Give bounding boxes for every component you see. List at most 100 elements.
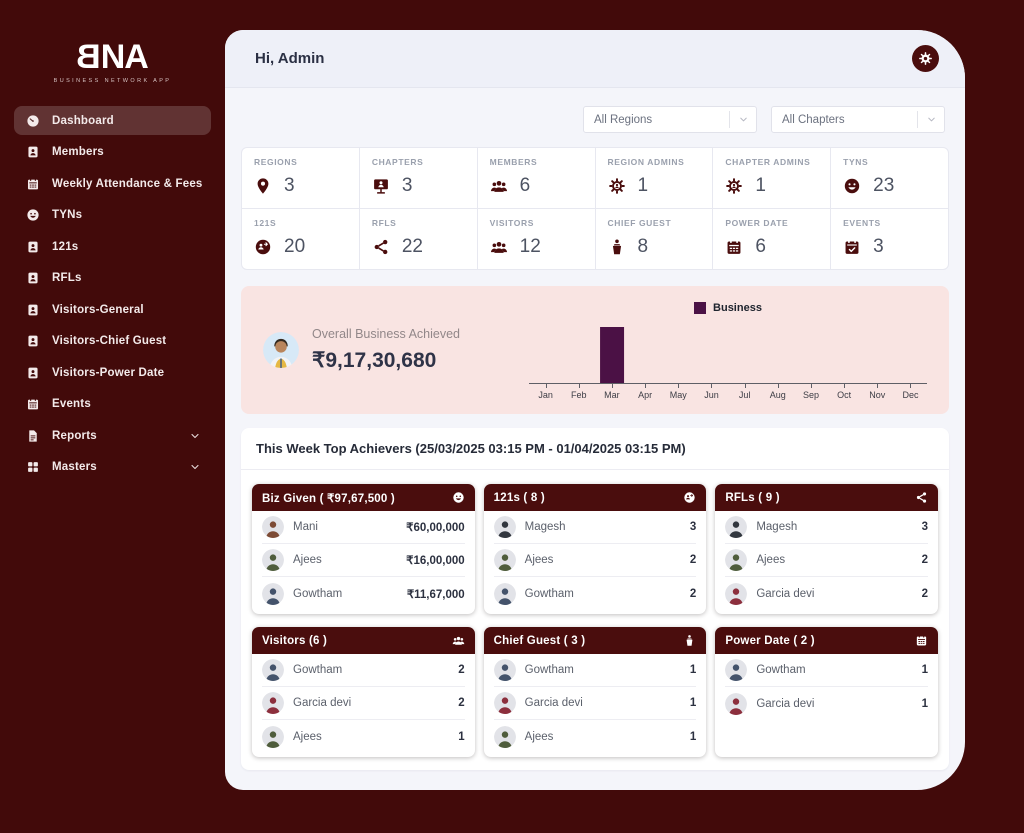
stat-value: 12: [519, 236, 541, 257]
achiever-name: Gowtham: [293, 587, 343, 600]
legend-swatch: [694, 302, 707, 314]
list-item: Garcia devi 2: [725, 577, 928, 610]
sidebar-item-label: RFLs: [52, 272, 82, 284]
chart-x-label: Sep: [794, 384, 827, 400]
sidebar-item-121s[interactable]: 121s: [14, 232, 211, 261]
chapters-select-value: All Chapters: [782, 113, 845, 126]
stat-card-121s: 121S 20: [242, 209, 359, 269]
chart-x-label: Jul: [728, 384, 761, 400]
business-amount: ₹9,17,30,680: [312, 349, 437, 372]
logo-subtitle: BUSINESS NETWORK APP: [53, 78, 172, 84]
logo-letter-b: B: [77, 38, 101, 76]
business-summary: Overall Business Achieved ₹9,17,30,680: [263, 327, 460, 373]
achiever-value: 1: [689, 730, 697, 743]
gauge-icon: [26, 114, 40, 128]
achiever-value: 2: [689, 554, 697, 566]
achiever-value: ₹11,67,000: [406, 588, 465, 601]
calendar-check-icon: [843, 238, 861, 256]
regions-select[interactable]: All Regions: [583, 106, 757, 133]
business-text: Overall Business Achieved ₹9,17,30,680: [312, 327, 460, 373]
stat-value: 20: [284, 236, 306, 257]
chart-column: [828, 327, 861, 383]
stat-value: 3: [284, 175, 295, 196]
map-pin-icon: [254, 177, 272, 195]
sidebar-item-visitors-power-date[interactable]: Visitors-Power Date: [14, 358, 211, 387]
smiley-icon: [452, 491, 465, 504]
card-title: Biz Given ( ₹97,67,500 ): [262, 492, 395, 505]
list-item: Magesh 3: [725, 511, 928, 544]
stat-card-region-admins: REGION ADMINS 1: [595, 148, 713, 208]
stat-value: 6: [519, 175, 531, 196]
card-body: Gowtham 1 Garcia devi 1 Ajees 1: [484, 654, 707, 757]
sidebar-item-label: Events: [52, 398, 91, 410]
presentation-icon: [372, 177, 390, 195]
sidebar-item-reports[interactable]: Reports: [14, 421, 211, 450]
sidebar-item-weekly-attendance[interactable]: Weekly Attendance & Fees: [14, 169, 211, 198]
card-title: 121s ( 8 ): [493, 491, 545, 504]
list-item: Ajees 2: [725, 544, 928, 577]
gear-icon: [918, 51, 933, 66]
stat-card-regions: REGIONS 3: [242, 148, 359, 208]
avatar: [725, 692, 748, 715]
chart-column: [894, 327, 927, 383]
chart-plot: [529, 327, 927, 384]
sidebar-item-events[interactable]: Events: [14, 390, 211, 419]
settings-button[interactable]: [912, 45, 939, 72]
calendar-solid-icon: [725, 238, 743, 256]
avatar: [725, 516, 748, 538]
chart-column: [629, 327, 662, 383]
list-item: Garcia devi 1: [493, 687, 697, 720]
member-icon: [26, 240, 40, 254]
sidebar-item-label: TYNs: [52, 209, 83, 221]
list-item: Garcia devi 2: [262, 687, 465, 720]
sidebar-item-visitors-general[interactable]: Visitors-General: [14, 295, 211, 324]
users-icon: [452, 634, 465, 647]
list-item: Ajees 1: [262, 720, 465, 753]
chart-x-labels: Jan Feb Mar Apr May Jun Jul Aug Sep Oct Nov Dec: [529, 384, 927, 400]
grid-icon: [26, 460, 40, 474]
achiever-name: Garcia devi: [756, 697, 815, 710]
chart-legend: Business: [529, 302, 927, 314]
chart-x-label: Nov: [861, 384, 894, 400]
chevron-down-icon: [189, 430, 201, 442]
achiever-value: 2: [921, 554, 928, 566]
avatar: [262, 516, 284, 538]
avatar: [262, 692, 284, 714]
card-title: Power Date ( 2 ): [725, 634, 815, 647]
card-visitors: Visitors (6 ) Gowtham 2 Garcia devi 2 Ajee…: [252, 627, 475, 757]
card-header: Chief Guest ( 3 ): [483, 627, 707, 654]
stat-card-tyns: TYNS 23: [831, 148, 948, 208]
sidebar-item-label: Visitors-Power Date: [52, 366, 165, 379]
avatar: [262, 659, 284, 681]
podium-icon: [683, 634, 696, 647]
chart-x-label: Oct: [828, 384, 861, 400]
achiever-name: Garcia devi: [293, 697, 352, 709]
achiever-value: 2: [921, 587, 928, 600]
sidebar-item-label: Dashboard: [52, 114, 114, 127]
select-divider: [729, 111, 730, 128]
achiever-name: Gowtham: [756, 664, 806, 676]
avatar: [262, 582, 284, 605]
page-title: Hi, Admin: [255, 50, 325, 67]
logo-text: BNA: [0, 38, 225, 77]
sidebar-item-masters[interactable]: Masters: [14, 453, 211, 482]
list-item: Magesh 3: [493, 511, 697, 544]
sidebar-item-members[interactable]: Members: [14, 138, 211, 167]
sidebar-item-rfls[interactable]: RFLs: [14, 264, 211, 293]
list-item: Ajees ₹16,00,000: [262, 544, 465, 577]
stat-label: REGIONS: [254, 157, 298, 167]
sidebar-item-dashboard[interactable]: Dashboard: [14, 106, 211, 135]
stat-label: CHIEF GUEST: [607, 218, 672, 228]
list-item: Gowtham 1: [493, 654, 697, 687]
chart-x-label: Apr: [629, 384, 662, 400]
sidebar-item-tyns[interactable]: TYNs: [14, 201, 211, 230]
list-item: Gowtham 1: [725, 654, 928, 687]
stat-card-rfls: RFLS 22: [359, 209, 477, 269]
stat-label: CHAPTER ADMINS: [725, 157, 811, 167]
business-banner: Overall Business Achieved ₹9,17,30,680 B…: [241, 286, 949, 414]
card-body: Magesh 3 Ajees 2 Gowtham 2: [484, 511, 707, 614]
sidebar-item-visitors-chief-guest[interactable]: Visitors-Chief Guest: [14, 327, 211, 356]
stats-grid: REGIONS 3 CHAPTERS 3 MEMBERS 6 REGION AD…: [241, 147, 949, 270]
stat-value: 22: [401, 236, 423, 257]
chapters-select[interactable]: All Chapters: [771, 106, 945, 133]
